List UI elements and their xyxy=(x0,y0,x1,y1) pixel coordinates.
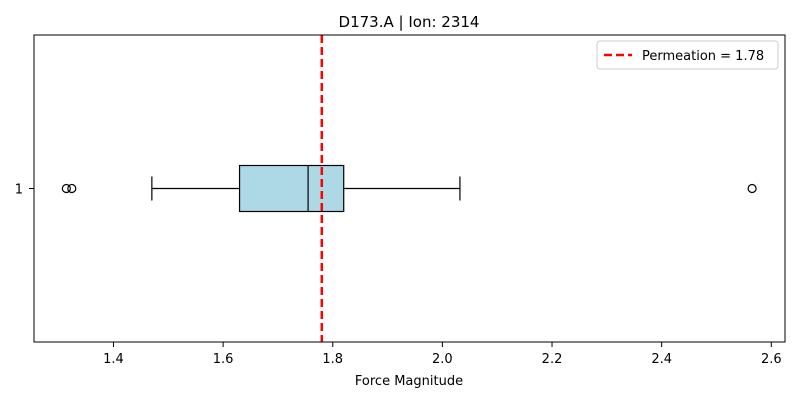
x-tick-label: 1.6 xyxy=(213,352,234,367)
plot-frame xyxy=(33,34,786,343)
outlier-point xyxy=(747,183,757,194)
outlier-point xyxy=(61,183,71,194)
outlier-point xyxy=(67,183,77,194)
x-tick-label: 1.8 xyxy=(322,352,343,367)
x-tick-label: 2.0 xyxy=(432,352,453,367)
x-tick-label: 2.6 xyxy=(761,352,782,367)
x-tick-label: 2.4 xyxy=(651,352,672,367)
legend-box xyxy=(596,40,779,70)
y-tick-label: 1 xyxy=(15,183,23,198)
x-tick-label: 2.2 xyxy=(542,352,563,367)
plot-area: 1.4 1.6 1.8 2.0 2.2 2.4 2.6 1 xyxy=(15,35,782,367)
chart-title: D173.A | Ion: 2314 xyxy=(339,13,480,31)
x-axis-label: Force Magnitude xyxy=(355,374,463,389)
box-iqr xyxy=(238,164,345,213)
x-tick-label: 1.4 xyxy=(103,352,124,367)
legend: Permeation = 1.78 xyxy=(596,40,779,70)
legend-label: Permeation = 1.78 xyxy=(642,49,764,64)
